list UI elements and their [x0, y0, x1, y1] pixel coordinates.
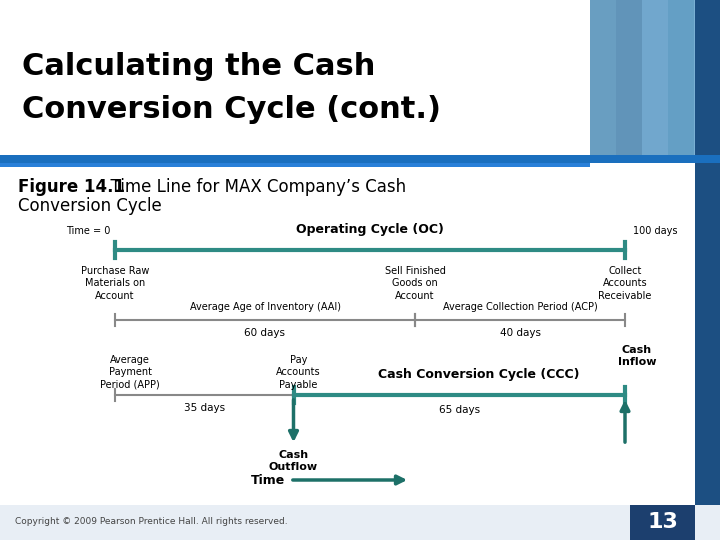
Text: Collect
Accounts
Receivable: Collect Accounts Receivable — [598, 266, 652, 301]
Bar — [668, 0, 694, 155]
Text: Time = 0: Time = 0 — [66, 226, 110, 236]
Bar — [0, 0, 695, 155]
Bar — [630, 505, 695, 540]
Text: 35 days: 35 days — [184, 403, 225, 413]
Text: Average Collection Period (ACP): Average Collection Period (ACP) — [443, 302, 598, 312]
Text: Cash Conversion Cycle (CCC): Cash Conversion Cycle (CCC) — [379, 368, 580, 381]
Bar — [590, 0, 695, 155]
Text: Time Line for MAX Company’s Cash: Time Line for MAX Company’s Cash — [100, 178, 406, 196]
Text: Conversion Cycle: Conversion Cycle — [18, 197, 162, 215]
Text: Time: Time — [251, 474, 285, 487]
Text: Pay
Accounts
Payable: Pay Accounts Payable — [276, 355, 321, 390]
Bar — [616, 0, 642, 155]
Bar — [695, 0, 720, 540]
Text: Conversion Cycle (cont.): Conversion Cycle (cont.) — [22, 95, 441, 124]
Text: Cash
Inflow: Cash Inflow — [618, 345, 656, 367]
Text: 60 days: 60 days — [245, 328, 286, 338]
Text: 65 days: 65 days — [438, 405, 480, 415]
Bar — [0, 163, 590, 167]
Text: Average Age of Inventory (AAI): Average Age of Inventory (AAI) — [189, 302, 341, 312]
Bar — [0, 155, 720, 163]
Text: Figure 14.1: Figure 14.1 — [18, 178, 125, 196]
Text: Purchase Raw
Materials on
Account: Purchase Raw Materials on Account — [81, 266, 149, 301]
Text: 100 days: 100 days — [633, 226, 678, 236]
Bar — [0, 505, 720, 540]
Text: 40 days: 40 days — [500, 328, 541, 338]
Text: Sell Finished
Goods on
Account: Sell Finished Goods on Account — [384, 266, 446, 301]
Text: Average
Payment
Period (APP): Average Payment Period (APP) — [100, 355, 160, 390]
Bar — [590, 0, 616, 155]
Text: Calculating the Cash: Calculating the Cash — [22, 52, 375, 81]
Text: Copyright © 2009 Pearson Prentice Hall. All rights reserved.: Copyright © 2009 Pearson Prentice Hall. … — [15, 517, 287, 526]
Bar — [642, 0, 668, 155]
Text: Operating Cycle (OC): Operating Cycle (OC) — [296, 223, 444, 236]
Text: 13: 13 — [647, 512, 678, 532]
Text: Cash
Outflow: Cash Outflow — [269, 450, 318, 472]
